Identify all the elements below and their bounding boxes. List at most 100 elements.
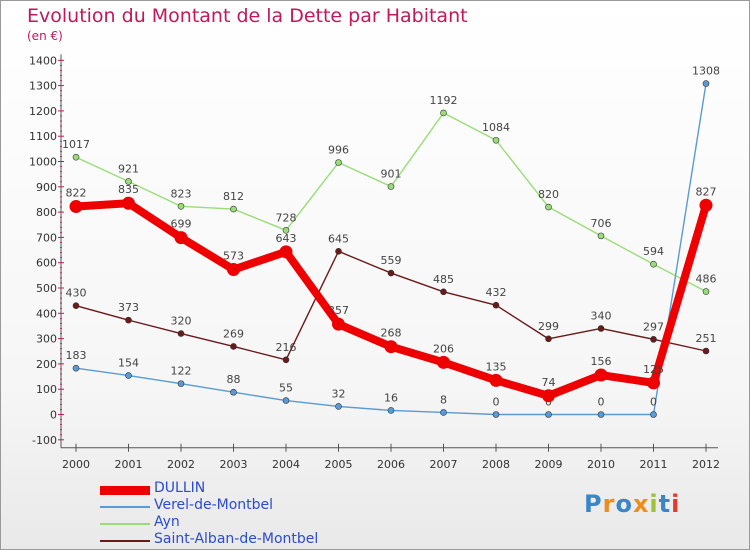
data-label: 1084: [482, 121, 510, 134]
x-tick-label: 2000: [62, 458, 90, 471]
data-label: 996: [328, 144, 349, 157]
chart-subtitle: (en €): [27, 29, 63, 43]
legend-label: Verel-de-Montbel: [154, 497, 274, 513]
data-label: 485: [433, 273, 454, 286]
legend-swatch: [100, 486, 150, 495]
data-point: [387, 183, 395, 190]
data-point: [440, 409, 447, 416]
data-point: [72, 364, 80, 372]
data-point: [542, 389, 555, 403]
data-label: 820: [538, 188, 559, 201]
data-label: 728: [276, 211, 297, 224]
x-tick-label: 2005: [325, 458, 353, 471]
legend-swatch: [100, 540, 150, 542]
data-point: [492, 136, 500, 144]
logo-letter: i: [671, 490, 681, 518]
data-label: 559: [381, 254, 402, 267]
y-tick-label: 300: [36, 333, 57, 346]
logo-letter: o: [615, 490, 633, 518]
data-point: [69, 200, 83, 214]
y-tick-label: 200: [36, 358, 57, 371]
legend-label: Saint-Alban-de-Montbel: [154, 531, 319, 547]
data-point: [279, 245, 293, 259]
y-tick-label: 1300: [29, 80, 57, 93]
data-point: [545, 203, 552, 211]
data-point: [702, 288, 710, 295]
y-tick-label: 400: [36, 307, 57, 320]
data-label: 357: [328, 304, 349, 317]
data-point: [174, 231, 188, 245]
data-label: 699: [171, 218, 192, 231]
data-point: [125, 316, 132, 324]
data-point: [440, 288, 447, 296]
data-point: [387, 407, 395, 414]
chart-title: Evolution du Montant de la Dette par Hab…: [27, 5, 468, 27]
data-label: 0: [650, 396, 657, 409]
y-tick-label: 100: [36, 383, 57, 396]
data-point: [647, 376, 660, 390]
logo-letter: P: [584, 490, 603, 518]
data-label: 16: [384, 391, 398, 404]
x-tick-label: 2008: [482, 458, 510, 471]
data-point: [335, 159, 342, 166]
data-label: 32: [332, 387, 346, 400]
data-label: 206: [433, 342, 454, 355]
data-label: 340: [591, 309, 612, 322]
data-label: 827: [696, 185, 717, 198]
data-point: [702, 80, 710, 87]
x-tick-label: 2003: [220, 458, 248, 471]
data-label: 486: [696, 273, 717, 286]
data-label: 269: [223, 327, 244, 340]
data-label: 373: [118, 301, 139, 314]
logo-letter: t: [658, 490, 672, 518]
data-label: 835: [118, 183, 139, 196]
data-point: [177, 202, 185, 210]
data-point: [125, 178, 132, 185]
data-label: 1308: [692, 65, 720, 78]
data-label: 594: [643, 245, 664, 258]
data-label: 55: [279, 382, 293, 395]
data-label: 216: [276, 341, 297, 354]
data-label: 643: [276, 232, 297, 245]
data-point: [545, 335, 552, 343]
proxiti-logo: Proxiti: [584, 490, 680, 518]
data-point: [597, 411, 605, 418]
data-label: 251: [696, 332, 717, 345]
data-point: [650, 260, 657, 268]
x-tick-label: 2006: [377, 458, 405, 471]
y-tick-label: -100: [32, 434, 57, 447]
x-tick-label: 2007: [430, 458, 458, 471]
data-label: 645: [328, 232, 349, 245]
data-label: 320: [171, 315, 192, 328]
data-point: [335, 403, 342, 410]
data-label: 823: [171, 187, 192, 200]
data-point: [282, 227, 290, 234]
x-tick-label: 2010: [587, 458, 615, 471]
data-label: 125: [643, 363, 664, 376]
data-point: [492, 411, 500, 418]
y-tick-label: 500: [36, 282, 57, 295]
data-point: [489, 373, 503, 387]
x-tick-label: 2009: [535, 458, 563, 471]
data-label: 573: [223, 250, 244, 263]
data-point: [650, 411, 657, 418]
y-tick-label: 1200: [29, 105, 57, 118]
data-label: 299: [538, 320, 559, 333]
data-point: [702, 347, 710, 355]
data-label: 122: [171, 365, 192, 378]
data-point: [282, 356, 290, 364]
data-label: 8: [440, 393, 447, 406]
x-tick-label: 2004: [272, 458, 300, 471]
logo-letter: r: [602, 490, 616, 518]
data-point: [332, 317, 345, 331]
y-tick-label: 0: [50, 409, 57, 422]
data-point: [227, 263, 240, 277]
data-point: [230, 343, 237, 350]
data-point: [177, 330, 185, 337]
data-point: [230, 388, 237, 396]
data-point: [440, 109, 447, 117]
y-tick-label: 900: [36, 181, 57, 194]
data-point: [594, 368, 608, 382]
